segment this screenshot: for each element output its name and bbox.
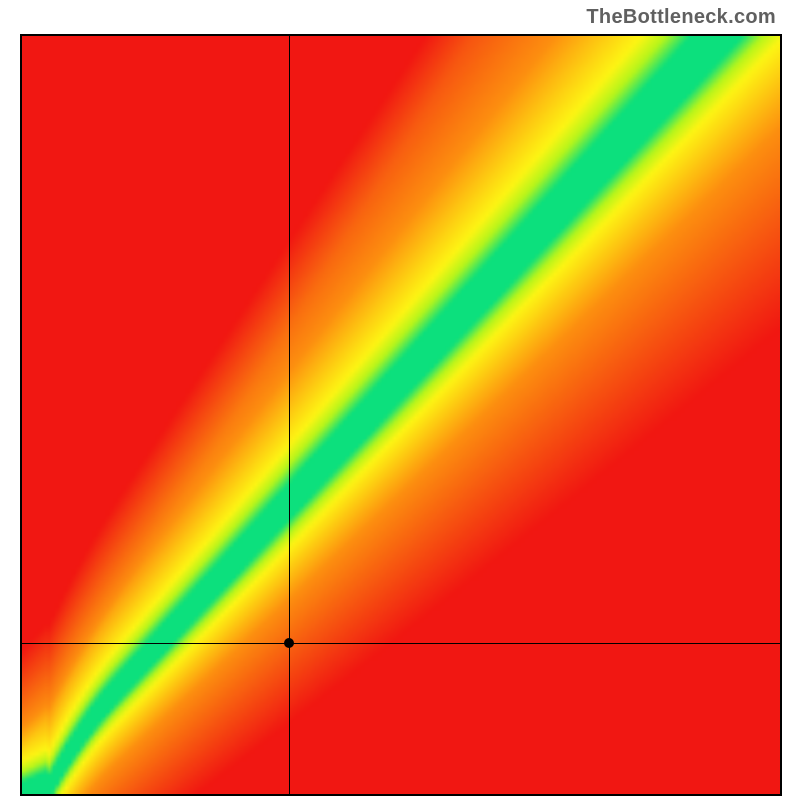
marker-dot xyxy=(284,638,294,648)
chart-container: TheBottleneck.com xyxy=(0,0,800,800)
plot-frame xyxy=(20,34,782,796)
crosshair-vertical xyxy=(289,36,290,794)
attribution-text: TheBottleneck.com xyxy=(586,6,776,29)
crosshair-horizontal xyxy=(22,643,780,644)
heatmap-canvas xyxy=(22,36,780,794)
